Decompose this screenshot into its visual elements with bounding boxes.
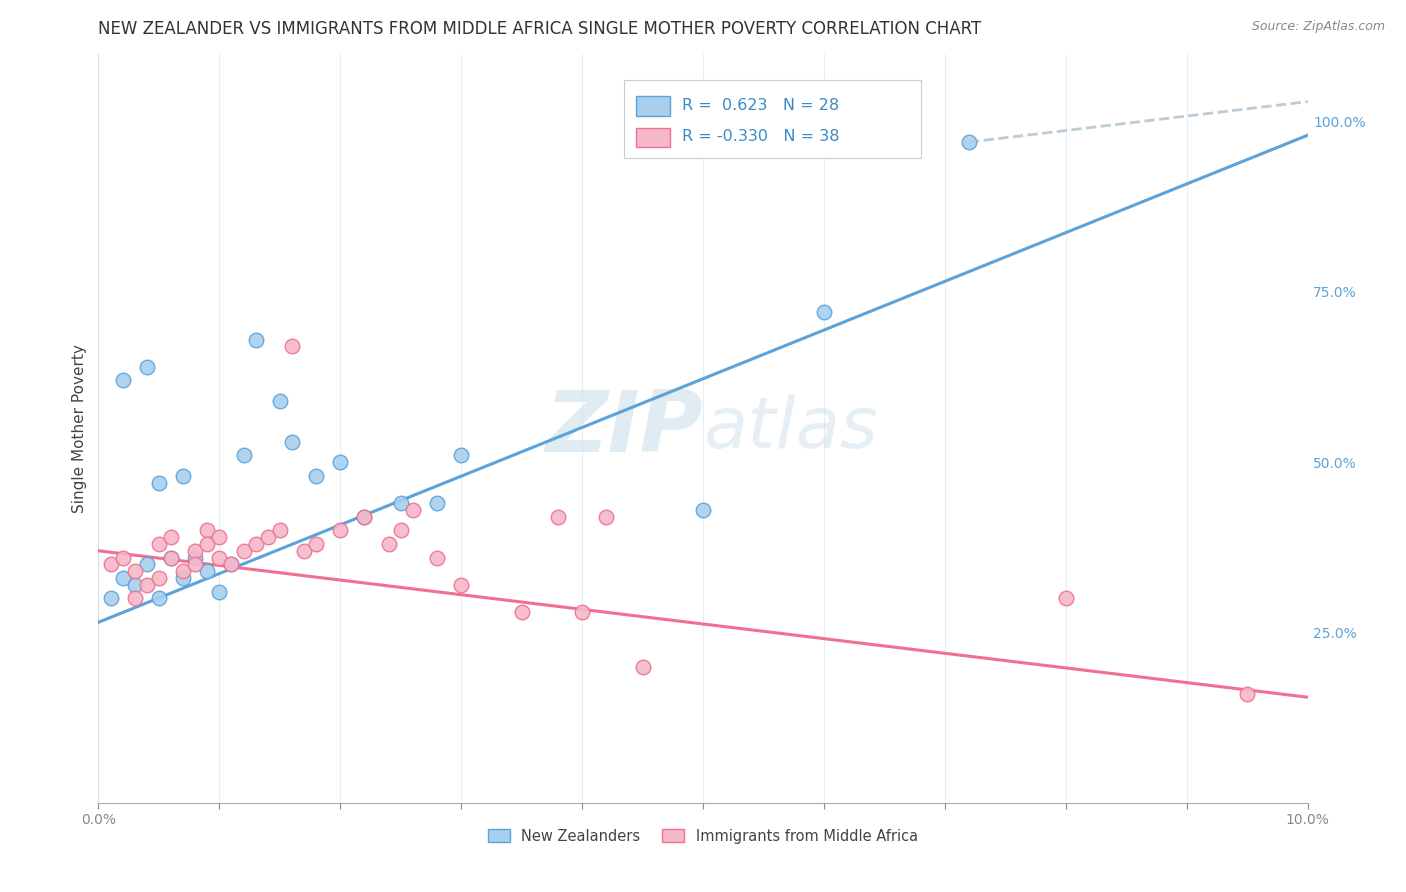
- Point: [510, 605, 533, 619]
- Point: [184, 543, 207, 558]
- Point: [353, 509, 375, 524]
- Point: [195, 537, 218, 551]
- Point: [1054, 591, 1077, 606]
- Point: [111, 550, 134, 565]
- Point: [377, 537, 399, 551]
- Point: [135, 578, 157, 592]
- Point: [124, 591, 146, 606]
- Point: [124, 578, 146, 592]
- Point: [305, 468, 328, 483]
- Point: [184, 558, 207, 572]
- Point: [160, 530, 183, 544]
- Text: R = -0.330   N = 38: R = -0.330 N = 38: [682, 129, 839, 145]
- Point: [595, 509, 617, 524]
- Point: [426, 550, 449, 565]
- Point: [353, 509, 375, 524]
- Point: [692, 503, 714, 517]
- Point: [100, 591, 122, 606]
- FancyBboxPatch shape: [624, 79, 921, 159]
- FancyBboxPatch shape: [637, 96, 671, 116]
- Point: [402, 503, 425, 517]
- Point: [124, 564, 146, 578]
- Point: [245, 537, 267, 551]
- Point: [148, 571, 170, 585]
- Text: R =  0.623   N = 28: R = 0.623 N = 28: [682, 98, 839, 112]
- Point: [269, 393, 291, 408]
- Point: [208, 584, 231, 599]
- Point: [148, 537, 170, 551]
- Point: [195, 524, 218, 538]
- Point: [281, 339, 304, 353]
- FancyBboxPatch shape: [637, 128, 671, 147]
- Point: [208, 530, 231, 544]
- Point: [232, 543, 254, 558]
- Point: [208, 550, 231, 565]
- Point: [305, 537, 328, 551]
- Point: [148, 591, 170, 606]
- Text: Source: ZipAtlas.com: Source: ZipAtlas.com: [1251, 20, 1385, 33]
- Point: [269, 524, 291, 538]
- Point: [232, 449, 254, 463]
- Point: [450, 449, 472, 463]
- Point: [389, 524, 412, 538]
- Point: [256, 530, 278, 544]
- Text: atlas: atlas: [703, 393, 877, 463]
- Point: [148, 475, 170, 490]
- Y-axis label: Single Mother Poverty: Single Mother Poverty: [72, 343, 87, 513]
- Legend: New Zealanders, Immigrants from Middle Africa: New Zealanders, Immigrants from Middle A…: [482, 822, 924, 849]
- Point: [172, 468, 194, 483]
- Point: [195, 564, 218, 578]
- Point: [329, 524, 352, 538]
- Point: [426, 496, 449, 510]
- Point: [389, 496, 412, 510]
- Text: ZIP: ZIP: [546, 386, 703, 470]
- Point: [292, 543, 315, 558]
- Point: [221, 558, 243, 572]
- Point: [135, 359, 157, 374]
- Point: [160, 550, 183, 565]
- Point: [450, 578, 472, 592]
- Point: [813, 305, 835, 319]
- Point: [111, 571, 134, 585]
- Point: [245, 333, 267, 347]
- Point: [571, 605, 593, 619]
- Point: [100, 558, 122, 572]
- Point: [172, 571, 194, 585]
- Point: [221, 558, 243, 572]
- Point: [111, 374, 134, 388]
- Point: [172, 564, 194, 578]
- Point: [160, 550, 183, 565]
- Point: [184, 550, 207, 565]
- Point: [957, 135, 980, 149]
- Point: [281, 434, 304, 449]
- Point: [135, 558, 157, 572]
- Point: [329, 455, 352, 469]
- Point: [631, 659, 654, 673]
- Text: NEW ZEALANDER VS IMMIGRANTS FROM MIDDLE AFRICA SINGLE MOTHER POVERTY CORRELATION: NEW ZEALANDER VS IMMIGRANTS FROM MIDDLE …: [98, 21, 981, 38]
- Point: [1236, 687, 1258, 701]
- Point: [547, 509, 569, 524]
